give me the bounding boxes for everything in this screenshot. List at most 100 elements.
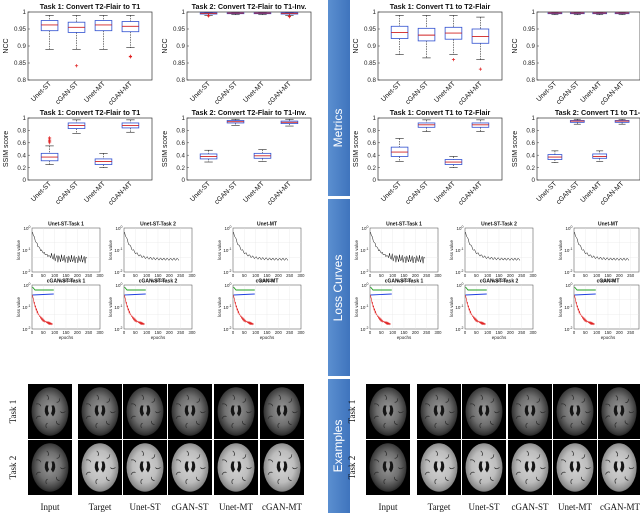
y-axis-label: SSIM score (162, 131, 169, 167)
sulcus (35, 415, 41, 419)
loss-curve-l1 (124, 294, 146, 326)
ventricle (485, 461, 490, 473)
ventricle (382, 405, 387, 417)
category-label: Unet-ST (535, 80, 558, 103)
sulcus (605, 415, 611, 419)
y-tick-label: 0.9 (17, 43, 26, 50)
sulcus (231, 422, 234, 429)
ventricle (184, 405, 189, 417)
category-label: cGAN-ST (555, 180, 581, 206)
sulcus (526, 394, 529, 401)
loss-x-label: epochs (601, 278, 616, 283)
brain-tissue (465, 443, 503, 492)
loss-x-label: epochs (59, 335, 74, 340)
loss-x-tick-label: 300 (435, 330, 443, 335)
loss-title: cGAN-ST-Task 1 (385, 279, 424, 285)
loss-curve-discriminator (465, 293, 487, 296)
sulcus (570, 478, 573, 485)
loss-y-tick-label: 100 (362, 282, 369, 288)
y-tick-label: 0.4 (17, 152, 26, 159)
loss-y-tick-label: 10-2 (223, 326, 231, 332)
category-label: Unet-ST (535, 180, 558, 203)
ventricle (276, 461, 281, 473)
loss-curve (233, 231, 289, 261)
example-column-label: Input (379, 502, 398, 512)
sulcus (232, 450, 235, 457)
loss-x-tick-label: 50 (474, 330, 479, 335)
category-label: Unet-ST (30, 80, 53, 103)
category-label: Unet-ST (189, 180, 212, 203)
loss-y-tick-label: 10-1 (360, 304, 368, 310)
loss-title: Unet-ST-Task 2 (481, 222, 517, 228)
y-tick-label: 0.8 (367, 77, 376, 84)
boxplot-panel: Task 2: Convert T2-Flair to T1-Inv. NCC 0.… (162, 2, 312, 107)
brain-tissue (369, 387, 407, 436)
brain-tissue (81, 443, 119, 492)
sulcus (540, 467, 546, 470)
y-tick-label: 0.2 (526, 165, 535, 172)
boxplot-panel: Task 1: Convert T1 to T2-Flair SSIM score… (353, 108, 503, 207)
loss-x-tick-label: 100 (484, 330, 492, 335)
sulcus (292, 411, 298, 414)
box-unet-mt (253, 149, 272, 162)
sulcus (394, 398, 399, 403)
category-label: cGAN-ST (404, 80, 430, 106)
brain-tissue (126, 443, 164, 492)
y-tick-label: 0.2 (17, 165, 26, 172)
sulcus (480, 450, 483, 457)
loss-x-tick-label: 200 (507, 330, 515, 335)
category-label: Unet-MT (242, 180, 266, 204)
sulcus (536, 454, 541, 459)
loss-curve-generator (574, 286, 596, 291)
sulcus (288, 454, 293, 459)
loss-x-tick-label: 100 (143, 273, 151, 278)
sulcus (470, 459, 475, 463)
loss-x-tick-label: 100 (484, 273, 492, 278)
category-label: Unet-MT (83, 180, 107, 204)
sulcus (222, 459, 227, 463)
category-label: Unet-MT (433, 80, 457, 104)
loss-curve-generator (124, 286, 146, 291)
ventricle (237, 461, 242, 473)
loss-y-tick-label: 100 (566, 225, 573, 231)
sulcus (46, 450, 49, 457)
sulcus (449, 467, 455, 470)
y-tick-label: 0 (373, 177, 377, 184)
brain-tissue (420, 387, 458, 436)
brain-tissue (171, 387, 209, 436)
loss-curve-l1 (574, 294, 596, 326)
boxplot-panel: Task 1: Convert T2-Flair to T1 SSIM score… (3, 108, 153, 207)
box-iqr (40, 20, 59, 32)
loss-panel: cGAN-ST-Task 1 100 10-1 10-2 loss value 0 50 10… (354, 279, 442, 341)
box-cgan-st (226, 12, 245, 16)
loss-y-tick-label: 100 (116, 225, 123, 231)
sulcus (424, 471, 430, 475)
loss-x-tick-label: 0 (31, 330, 34, 335)
box-cgan-mt (614, 12, 630, 16)
y-tick-label: 0.8 (17, 77, 26, 84)
sulcus (175, 415, 181, 419)
sulcus (580, 476, 585, 482)
sulcus (470, 403, 475, 407)
sulcus (45, 422, 48, 429)
brain-tissue (556, 443, 594, 492)
loss-y-tick-label: 10-2 (455, 326, 463, 332)
boxplot-panel: Task 1: Convert T1 to T2-Flair NCC 0.8 0.85… (353, 2, 503, 107)
y-axis-label: NCC (353, 38, 360, 53)
boxplot-panel: NCC0.80.850.90.951Unet-STcGAN-STUnet-MTc… (512, 9, 640, 107)
sulcus (605, 459, 611, 463)
loss-panel: Unet-ST-Task 2 100 10-1 10-2 loss value 0 50 10… (449, 222, 537, 284)
ventricle (389, 405, 394, 417)
y-tick-label: 0 (23, 177, 27, 184)
ventricle (283, 461, 288, 473)
sulcus (196, 454, 201, 459)
outlier-point (128, 55, 133, 59)
loss-x-tick-label: 150 (496, 330, 504, 335)
plot-frame (536, 117, 640, 181)
ventricle (139, 461, 144, 473)
sulcus (571, 450, 574, 457)
sulcus (535, 476, 540, 482)
example-row-label: Task 2 (8, 456, 18, 480)
box-unet-mt (94, 153, 113, 168)
loss-x-tick-label: 100 (389, 273, 397, 278)
